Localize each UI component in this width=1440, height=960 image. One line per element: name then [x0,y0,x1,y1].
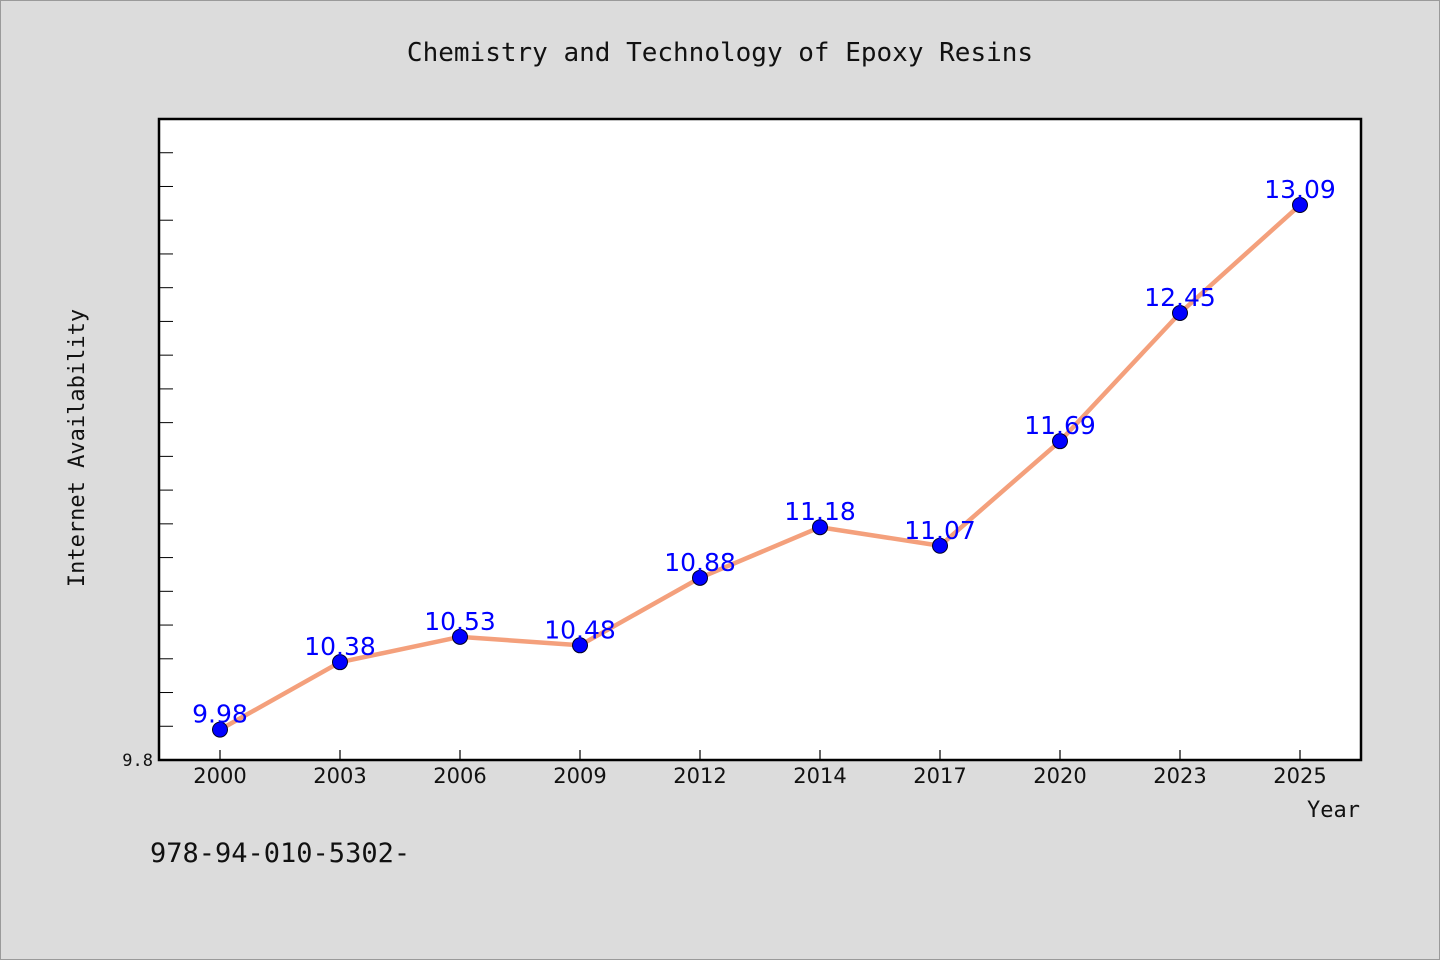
data-point-marker [332,654,348,671]
data-point-marker [212,721,228,738]
data-label: 9.98 [192,700,248,729]
data-label: 11.69 [1024,411,1096,440]
x-tick-label: 2020 [1033,764,1086,788]
x-tick-label: 2006 [433,764,486,788]
x-tick-label: 2009 [553,764,606,788]
chart-title: Chemistry and Technology of Epoxy Resins [407,38,1033,68]
data-point-marker [1172,304,1188,321]
y-axis-label: Internet Availability [65,309,90,587]
footer-isbn-text: 978-94-010-5302- [150,838,410,869]
series-line [218,203,1302,732]
data-point-marker [1292,197,1308,214]
x-tick-label: 2003 [313,764,366,788]
x-tick-label: 2012 [673,764,726,788]
x-axis-ticks: 2000 2003 2006 2009 2012 2014 2017 2020 2023 2025 [193,750,1327,788]
series-layer [218,203,1302,732]
data-label: 13.09 [1264,175,1336,204]
plot-area [157,117,1363,762]
x-tick-label: 2025 [1273,764,1326,788]
data-label: 10.38 [304,632,376,661]
data-point-marker [932,537,948,554]
x-tick-label: 2000 [193,764,246,788]
x-tick-label: 2023 [1153,764,1206,788]
data-labels-layer: 9.98 10.38 10.53 10.48 10.88 11.18 11.07 11.69 1… [192,175,1336,729]
data-label: 10.53 [424,607,496,636]
data-label: 11.07 [904,516,976,545]
data-point-marker [452,628,468,645]
data-label: 12.45 [1144,283,1216,312]
data-label: 10.88 [664,548,736,577]
y-tick-label: 9.8 [122,751,153,771]
x-tick-label: 2014 [793,764,846,788]
y-axis-ticks [159,152,173,727]
data-point-marker [812,519,828,536]
x-axis-label: Year [1307,798,1360,823]
markers-layer [212,197,1308,738]
x-tick-label: 2017 [913,764,966,788]
data-label: 11.18 [784,497,856,526]
data-point-marker [692,569,708,586]
data-point-marker [1052,433,1068,450]
data-label: 10.48 [544,615,616,644]
data-point-marker [572,637,588,654]
